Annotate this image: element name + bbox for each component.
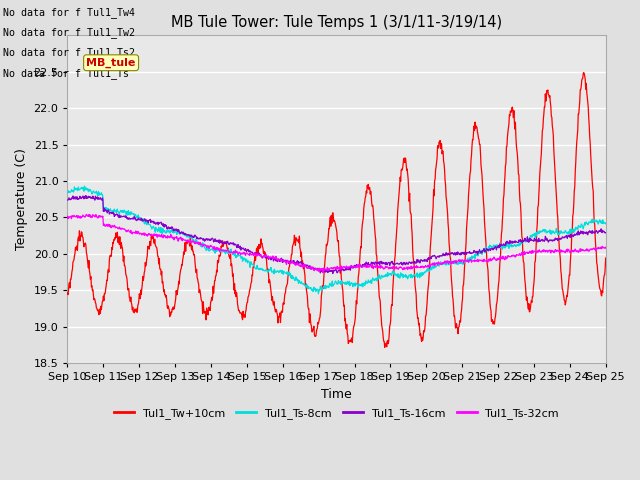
Text: No data for f Tul1_Tw2: No data for f Tul1_Tw2 bbox=[3, 27, 135, 38]
Legend: Tul1_Tw+10cm, Tul1_Ts-8cm, Tul1_Ts-16cm, Tul1_Ts-32cm: Tul1_Tw+10cm, Tul1_Ts-8cm, Tul1_Ts-16cm,… bbox=[109, 403, 563, 423]
Text: No data for f Tul1_Ts: No data for f Tul1_Ts bbox=[3, 68, 129, 79]
Y-axis label: Temperature (C): Temperature (C) bbox=[15, 148, 28, 250]
X-axis label: Time: Time bbox=[321, 388, 352, 401]
Text: MB_tule: MB_tule bbox=[86, 58, 136, 68]
Title: MB Tule Tower: Tule Temps 1 (3/1/11-3/19/14): MB Tule Tower: Tule Temps 1 (3/1/11-3/19… bbox=[171, 15, 502, 30]
Text: No data for f Tul1_Tw4: No data for f Tul1_Tw4 bbox=[3, 7, 135, 18]
Text: No data for f Tul1_Ts2: No data for f Tul1_Ts2 bbox=[3, 48, 135, 59]
